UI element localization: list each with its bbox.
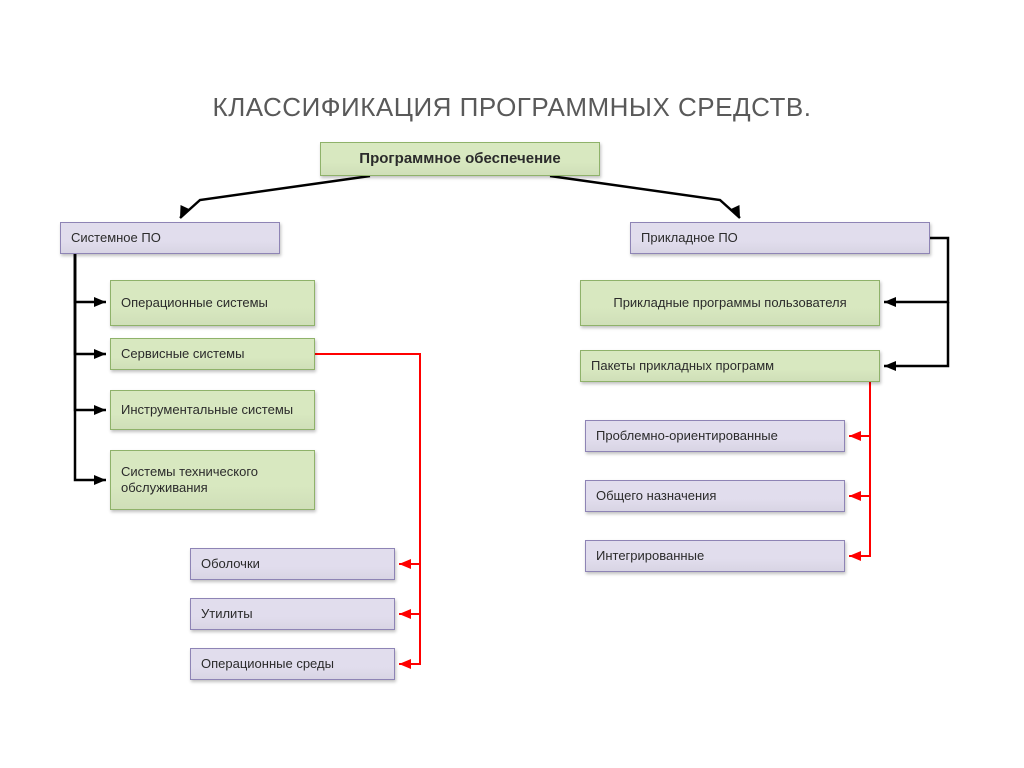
node-sys_os: Операционные системы (110, 280, 315, 326)
edge-7-arrowhead (884, 361, 896, 371)
node-label: Интегрированные (596, 548, 704, 564)
node-sys_srv: Сервисные системы (110, 338, 315, 370)
edge-11-arrowhead (849, 431, 861, 441)
edge-12 (849, 436, 870, 496)
node-label: Инструментальные системы (121, 402, 293, 418)
edge-3-arrowhead (94, 349, 106, 359)
node-label: Прикладное ПО (641, 230, 738, 246)
node-sys: Системное ПО (60, 222, 280, 254)
node-label: Системное ПО (71, 230, 161, 246)
edge-7 (884, 302, 948, 366)
edge-2 (75, 254, 106, 302)
edge-0-arrowhead (180, 205, 190, 218)
node-label: Проблемно-ориентированные (596, 428, 778, 444)
node-root: Программное обеспечение (320, 142, 600, 176)
edge-10 (399, 614, 420, 664)
node-pkg_int: Интегрированные (585, 540, 845, 572)
edge-9-arrowhead (399, 609, 411, 619)
node-app_pkg: Пакеты прикладных программ (580, 350, 880, 382)
node-app_user: Прикладные программы пользователя (580, 280, 880, 326)
edge-2-arrowhead (94, 297, 106, 307)
edge-8-arrowhead (399, 559, 411, 569)
edge-8 (315, 354, 420, 564)
node-label: Утилиты (201, 606, 253, 622)
edge-4 (75, 254, 106, 410)
node-label: Общего назначения (596, 488, 716, 504)
node-label: Пакеты прикладных программ (591, 358, 774, 374)
node-label: Программное обеспечение (359, 150, 560, 169)
edge-5 (75, 254, 106, 480)
node-srv_env: Операционные среды (190, 648, 395, 680)
node-sys_tech: Системы технического обслуживания (110, 450, 315, 510)
edge-6-arrowhead (884, 297, 896, 307)
node-pkg_prob: Проблемно-ориентированные (585, 420, 845, 452)
edge-4-arrowhead (94, 405, 106, 415)
edge-1-arrowhead (730, 205, 740, 218)
edge-13-arrowhead (849, 551, 861, 561)
node-label: Операционные системы (121, 295, 268, 311)
edge-12-arrowhead (849, 491, 861, 501)
edge-13 (849, 496, 870, 556)
node-label: Сервисные системы (121, 346, 244, 362)
node-label: Операционные среды (201, 656, 334, 672)
diagram-title-text: КЛАССИФИКАЦИЯ ПРОГРАММНЫХ СРЕДСТВ. (213, 92, 812, 122)
node-label: Прикладные программы пользователя (613, 295, 846, 311)
edge-9 (399, 564, 420, 614)
diagram-title: КЛАССИФИКАЦИЯ ПРОГРАММНЫХ СРЕДСТВ. (0, 92, 1024, 123)
node-sys_tool: Инструментальные системы (110, 390, 315, 430)
edge-5-arrowhead (94, 475, 106, 485)
edge-10-arrowhead (399, 659, 411, 669)
node-label: Оболочки (201, 556, 260, 572)
node-srv_util: Утилиты (190, 598, 395, 630)
edge-11 (849, 382, 870, 436)
edge-3 (75, 254, 106, 354)
edge-1 (550, 176, 740, 218)
node-pkg_gen: Общего назначения (585, 480, 845, 512)
node-app: Прикладное ПО (630, 222, 930, 254)
node-label: Системы технического обслуживания (121, 464, 304, 497)
edge-0 (180, 176, 370, 218)
node-srv_shell: Оболочки (190, 548, 395, 580)
